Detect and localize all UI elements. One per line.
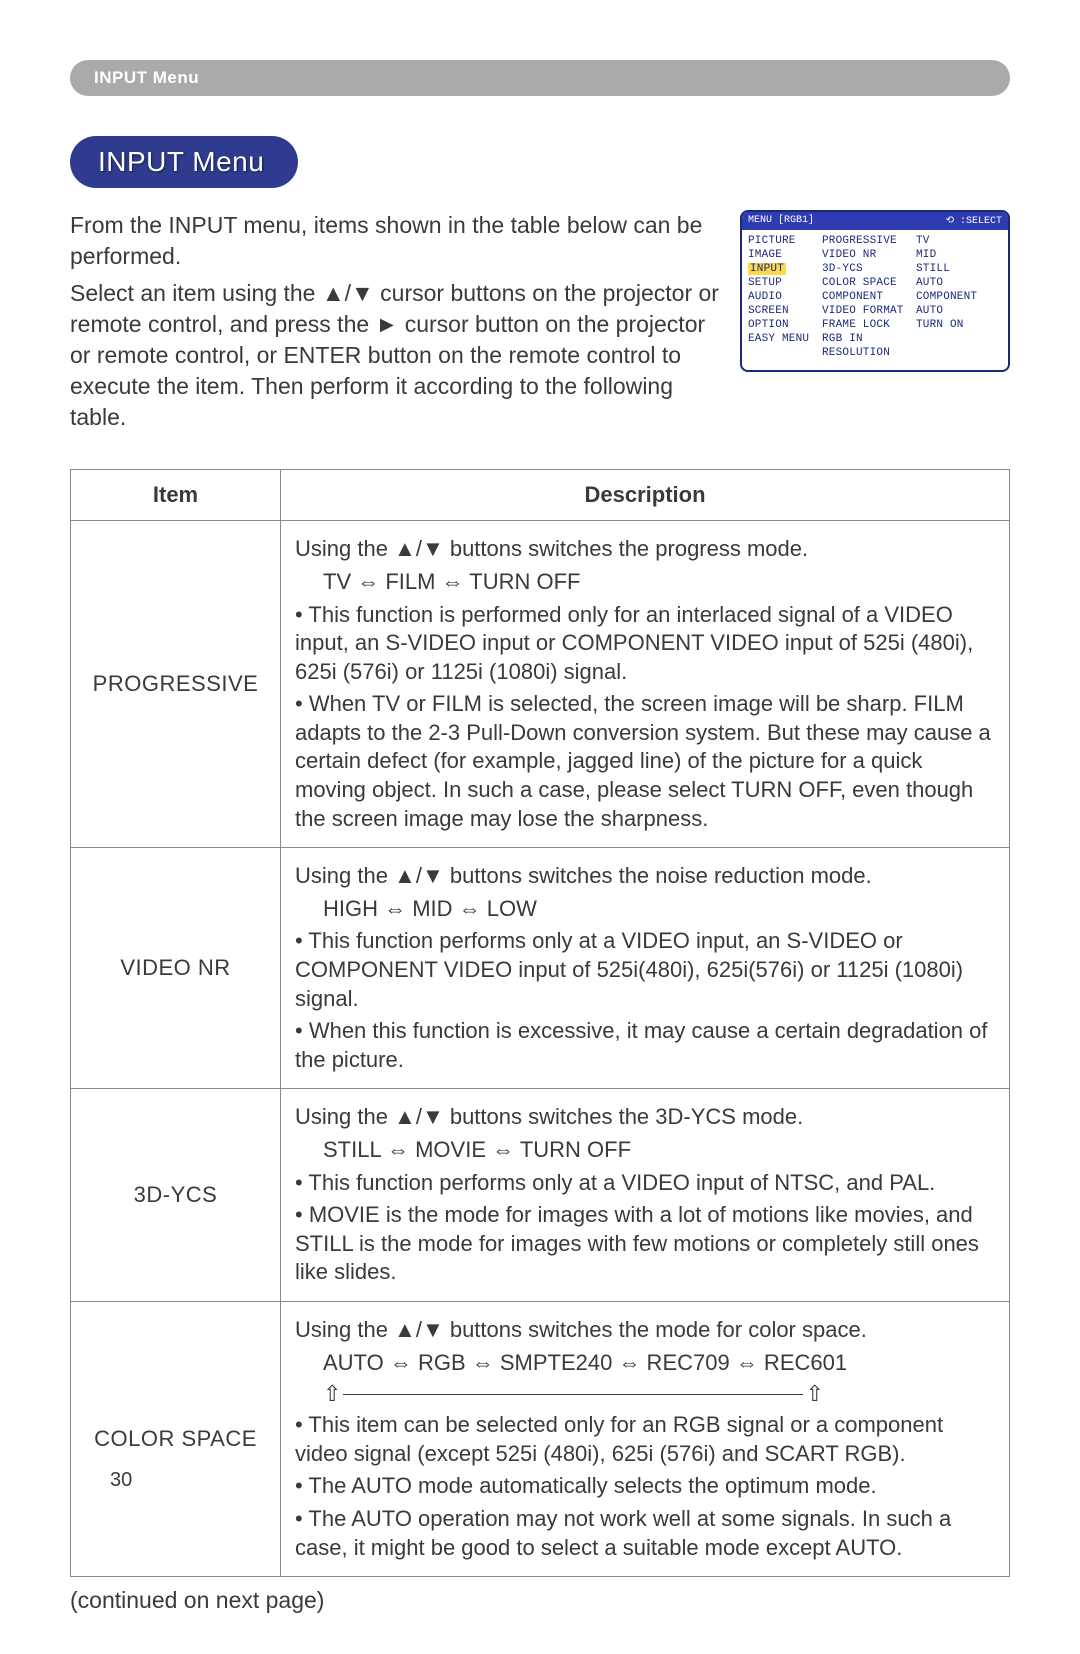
desc-line: • This function is performed only for an… — [295, 601, 995, 687]
osd-value: STILL — [916, 262, 1002, 276]
osd-menu-column: PICTUREIMAGEINPUTSETUPAUDIOSCREENOPTIONE… — [748, 234, 812, 360]
osd-param: COLOR SPACE — [822, 276, 906, 290]
osd-value: AUTO — [916, 304, 1002, 318]
section-header-bar: INPUT Menu — [70, 60, 1010, 96]
osd-param: RGB IN — [822, 332, 906, 346]
desc-cell: Using the ▲/▼ buttons switches the noise… — [281, 848, 1010, 1089]
osd-menu-item: SETUP — [748, 276, 812, 290]
osd-top-left: MENU [RGB1] — [748, 215, 814, 227]
page-number: 30 — [110, 1469, 132, 1492]
table-row: PROGRESSIVE Using the ▲/▼ buttons switche… — [71, 521, 1010, 848]
osd-menu-item: OPTION — [748, 318, 812, 332]
table-row: VIDEO NR Using the ▲/▼ buttons switches t… — [71, 848, 1010, 1089]
table-row: COLOR SPACE Using the ▲/▼ buttons switche… — [71, 1301, 1010, 1576]
item-cell: VIDEO NR — [71, 848, 281, 1089]
osd-param: FRAME LOCK — [822, 318, 906, 332]
item-cell: PROGRESSIVE — [71, 521, 281, 848]
osd-value — [916, 332, 1002, 346]
desc-cell: Using the ▲/▼ buttons switches the 3D-YC… — [281, 1089, 1010, 1302]
osd-value-column: TVMIDSTILLAUTOCOMPONENTAUTOTURN ON — [916, 234, 1002, 360]
th-item: Item — [71, 470, 281, 521]
page-title: INPUT Menu — [70, 136, 298, 188]
desc-line: • This item can be selected only for an … — [295, 1411, 995, 1468]
desc-line: • The AUTO operation may not work well a… — [295, 1505, 995, 1562]
desc-line: HIGH ⇔ MID ⇔ LOW — [295, 895, 995, 924]
desc-line: Using the ▲/▼ buttons switches the mode … — [295, 1316, 995, 1345]
desc-line: Using the ▲/▼ buttons switches the progr… — [295, 535, 995, 564]
osd-param: 3D-YCS — [822, 262, 906, 276]
osd-menu-item: SCREEN — [748, 304, 812, 318]
osd-value: TURN ON — [916, 318, 1002, 332]
osd-menu-item: IMAGE — [748, 248, 812, 262]
osd-top-right: ⟲ :SELECT — [946, 215, 1002, 227]
continued-note: (continued on next page) — [70, 1587, 1010, 1614]
osd-value: MID — [916, 248, 1002, 262]
desc-cell: Using the ▲/▼ buttons switches the mode … — [281, 1301, 1010, 1576]
osd-param: COMPONENT — [822, 290, 906, 304]
cycle-arrow-line: ⇧⇧ — [295, 1381, 995, 1407]
desc-line: AUTO ⇔ RGB ⇔ SMPTE240 ⇔ REC709 ⇔ REC601 — [295, 1349, 995, 1378]
intro-text: From the INPUT menu, items shown in the … — [70, 210, 720, 439]
osd-menu-item: PICTURE — [748, 234, 812, 248]
th-desc: Description — [281, 470, 1010, 521]
osd-value: COMPONENT — [916, 290, 1002, 304]
osd-value — [916, 346, 1002, 360]
desc-line: TV ⇔ FILM ⇔ TURN OFF — [295, 568, 995, 597]
desc-line: • The AUTO mode automatically selects th… — [295, 1472, 995, 1501]
osd-value: TV — [916, 234, 1002, 248]
select-icon: ⟲ — [946, 216, 954, 227]
osd-value: AUTO — [916, 276, 1002, 290]
intro-p1: From the INPUT menu, items shown in the … — [70, 210, 720, 272]
osd-param: PROGRESSIVE — [822, 234, 906, 248]
osd-menu-item: EASY MENU — [748, 332, 812, 346]
desc-line: Using the ▲/▼ buttons switches the 3D-YC… — [295, 1103, 995, 1132]
desc-line: Using the ▲/▼ buttons switches the noise… — [295, 862, 995, 891]
desc-line: • This function performs only at a VIDEO… — [295, 927, 995, 1013]
osd-param-column: PROGRESSIVEVIDEO NR3D-YCSCOLOR SPACECOMP… — [822, 234, 906, 360]
item-cell: COLOR SPACE — [71, 1301, 281, 1576]
intro-p2: Select an item using the ▲/▼ cursor butt… — [70, 278, 720, 433]
desc-line: STILL ⇔ MOVIE ⇔ TURN OFF — [295, 1136, 995, 1165]
table-row: 3D-YCS Using the ▲/▼ buttons switches the… — [71, 1089, 1010, 1302]
desc-line: • MOVIE is the mode for images with a lo… — [295, 1201, 995, 1287]
osd-param: VIDEO FORMAT — [822, 304, 906, 318]
item-cell: 3D-YCS — [71, 1089, 281, 1302]
osd-param: RESOLUTION — [822, 346, 906, 360]
desc-line: • This function performs only at a VIDEO… — [295, 1169, 995, 1198]
osd-menu-item: INPUT — [748, 262, 812, 276]
osd-menu-item: AUDIO — [748, 290, 812, 304]
desc-cell: Using the ▲/▼ buttons switches the progr… — [281, 521, 1010, 848]
desc-line: • When this function is excessive, it ma… — [295, 1017, 995, 1074]
osd-param: VIDEO NR — [822, 248, 906, 262]
section-header-label: INPUT Menu — [94, 68, 199, 87]
desc-line: • When TV or FILM is selected, the scree… — [295, 690, 995, 833]
settings-table: Item Description PROGRESSIVE Using the ▲/… — [70, 469, 1010, 1577]
osd-preview: MENU [RGB1] ⟲ :SELECT PICTUREIMAGEINPUTS… — [740, 210, 1010, 372]
